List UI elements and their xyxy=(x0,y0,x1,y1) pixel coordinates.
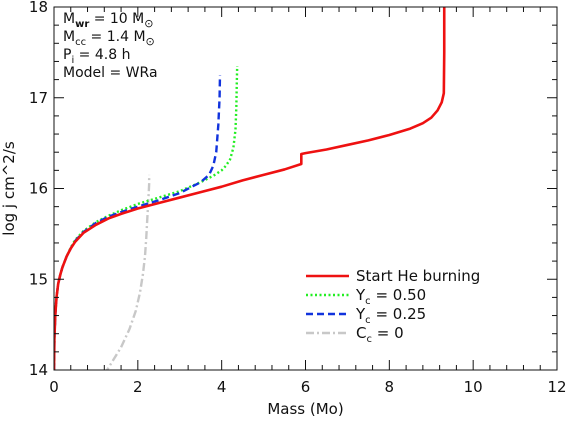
y-tick-label: 16 xyxy=(29,180,48,198)
y-tick-label: 18 xyxy=(29,0,48,16)
x-axis-label: Mass (Mo) xyxy=(267,400,343,418)
x-tick-label: 10 xyxy=(464,378,483,396)
x-tick-label: 12 xyxy=(547,378,566,396)
y-tick-label: 15 xyxy=(29,270,48,288)
annotation-line-2: Pi = 4.8 h xyxy=(63,47,130,66)
legend-label-0: Start He burning xyxy=(356,267,480,285)
legend-label-3: Cc = 0 xyxy=(356,324,404,345)
y-tick-label: 14 xyxy=(29,361,48,379)
annotation-line-3: Model = WRa xyxy=(63,65,158,81)
x-tick-label: 2 xyxy=(133,378,143,396)
y-axis-label: log j cm^2/s xyxy=(0,141,18,236)
legend-label-2: Yc = 0.25 xyxy=(355,305,426,326)
annotation-line-0: Mwr = 10 M⊙ xyxy=(63,11,153,30)
series-line-1 xyxy=(54,65,239,370)
x-tick-label: 6 xyxy=(301,378,311,396)
ticks-layer: 0 2 4 6 8 10 12 14 15 16 17 18 xyxy=(29,0,567,396)
series-layer xyxy=(54,7,446,370)
series-line-3 xyxy=(105,174,151,370)
annotation-line-1: Mcc = 1.4 M⊙ xyxy=(63,29,155,48)
x-tick-label: 8 xyxy=(385,378,395,396)
legend-label-1: Yc = 0.50 xyxy=(355,286,426,307)
x-tick-label: 0 xyxy=(49,378,59,396)
series-line-0 xyxy=(54,7,446,370)
x-tick-label: 4 xyxy=(217,378,227,396)
series-line-2 xyxy=(54,75,222,370)
y-tick-label: 17 xyxy=(29,89,48,107)
